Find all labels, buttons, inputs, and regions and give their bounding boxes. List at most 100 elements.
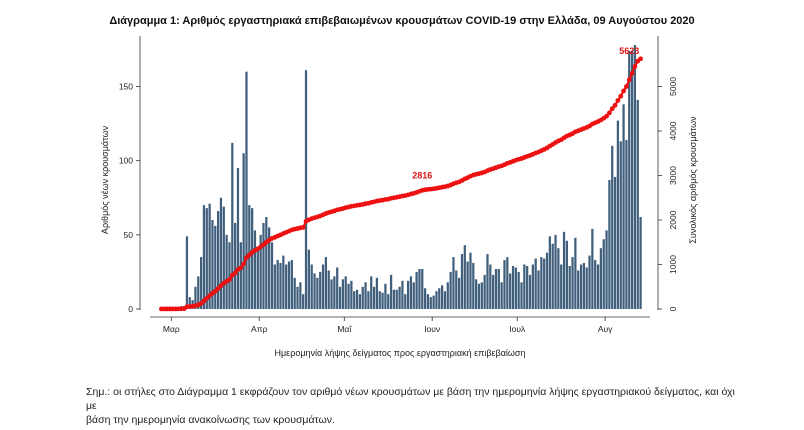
cumulative-point: [300, 225, 306, 230]
bar: [188, 297, 191, 309]
bar: [194, 286, 197, 309]
cumulative-point: [609, 106, 615, 112]
bar: [389, 274, 393, 309]
bar: [625, 139, 628, 309]
bar: [608, 179, 611, 309]
bar: [449, 271, 452, 309]
bar: [273, 264, 276, 309]
bar: [276, 260, 279, 309]
bar: [202, 205, 206, 309]
bar: [571, 257, 574, 309]
bar: [423, 288, 427, 309]
bar: [633, 44, 637, 309]
bar: [475, 279, 478, 309]
bar: [577, 270, 580, 309]
bar: [435, 291, 438, 309]
bar: [591, 228, 594, 309]
bar: [364, 282, 367, 309]
cumulative-point: [606, 110, 612, 116]
bar: [239, 242, 242, 309]
bar: [381, 292, 384, 309]
x-tick-label: Απρ: [251, 324, 268, 334]
bar: [268, 227, 271, 309]
bar: [477, 283, 481, 309]
bar: [398, 286, 401, 309]
bar: [228, 242, 231, 309]
bar: [520, 282, 523, 309]
bar: [630, 50, 634, 310]
bar: [217, 211, 220, 309]
cumulative-point: [238, 265, 244, 271]
bar: [455, 270, 458, 309]
bar: [415, 271, 418, 309]
bar: [353, 291, 356, 309]
bar: [287, 261, 291, 309]
bar: [628, 50, 631, 310]
bar: [639, 217, 642, 309]
bar: [602, 239, 605, 309]
y-right-tick-label: 2000: [668, 210, 678, 229]
bar: [299, 282, 302, 309]
bar: [375, 277, 379, 309]
bar: [514, 267, 517, 309]
bar: [336, 267, 339, 309]
bar: [316, 277, 319, 309]
bar: [234, 222, 237, 309]
bar: [492, 274, 495, 309]
bar: [560, 264, 563, 309]
bar: [531, 264, 534, 309]
bar: [259, 234, 262, 309]
bar: [463, 245, 466, 309]
bar: [548, 236, 551, 309]
bar: [616, 120, 620, 310]
bar: [421, 268, 424, 309]
bar: [324, 257, 327, 309]
cumulative-line-group: [159, 56, 643, 312]
bar: [543, 258, 546, 309]
bar: [310, 264, 313, 309]
bar: [279, 263, 282, 309]
cumulative-point: [638, 56, 643, 62]
x-tick-label: Ιουν: [424, 324, 440, 334]
bar: [333, 276, 336, 309]
bar: [205, 208, 208, 309]
annotations-group: 2816 5623: [412, 46, 639, 181]
bar: [214, 225, 217, 309]
cumulative-point: [632, 64, 638, 69]
bar: [545, 252, 549, 309]
bar: [494, 268, 498, 309]
bar: [185, 236, 189, 309]
bar: [443, 291, 447, 309]
bar: [302, 294, 305, 309]
bar: [540, 257, 543, 309]
bar: [296, 286, 299, 309]
bar: [406, 280, 410, 309]
bar: [469, 252, 472, 309]
annotation-label: 2816: [412, 171, 432, 181]
bar: [605, 230, 608, 309]
bar: [387, 294, 390, 309]
annotation-label: 5623: [619, 46, 639, 56]
bar: [361, 286, 364, 309]
bar: [509, 273, 512, 309]
bar: [526, 265, 529, 309]
bar: [372, 286, 376, 309]
bar: [446, 282, 449, 309]
y-left-tick-label: 0: [128, 304, 133, 314]
bar: [330, 279, 333, 309]
footnote-line-2: βάση την ημερομηνία ανακοίνωσης των κρου…: [86, 414, 335, 426]
y-right-axis-label: Συνολικός αριθμός κρουσμάτων: [688, 116, 698, 244]
bar: [290, 260, 293, 309]
cumulative-point: [624, 84, 629, 89]
bar: [395, 289, 398, 309]
x-tick-label: Ιουλ: [509, 324, 526, 334]
y-right-tick-label: 1000: [668, 255, 678, 274]
bar: [350, 280, 353, 309]
bar: [613, 176, 617, 309]
bar: [497, 268, 500, 309]
bar: [225, 234, 228, 309]
cumulative-point: [604, 113, 609, 119]
bar: [409, 276, 413, 309]
bar: [511, 265, 515, 309]
